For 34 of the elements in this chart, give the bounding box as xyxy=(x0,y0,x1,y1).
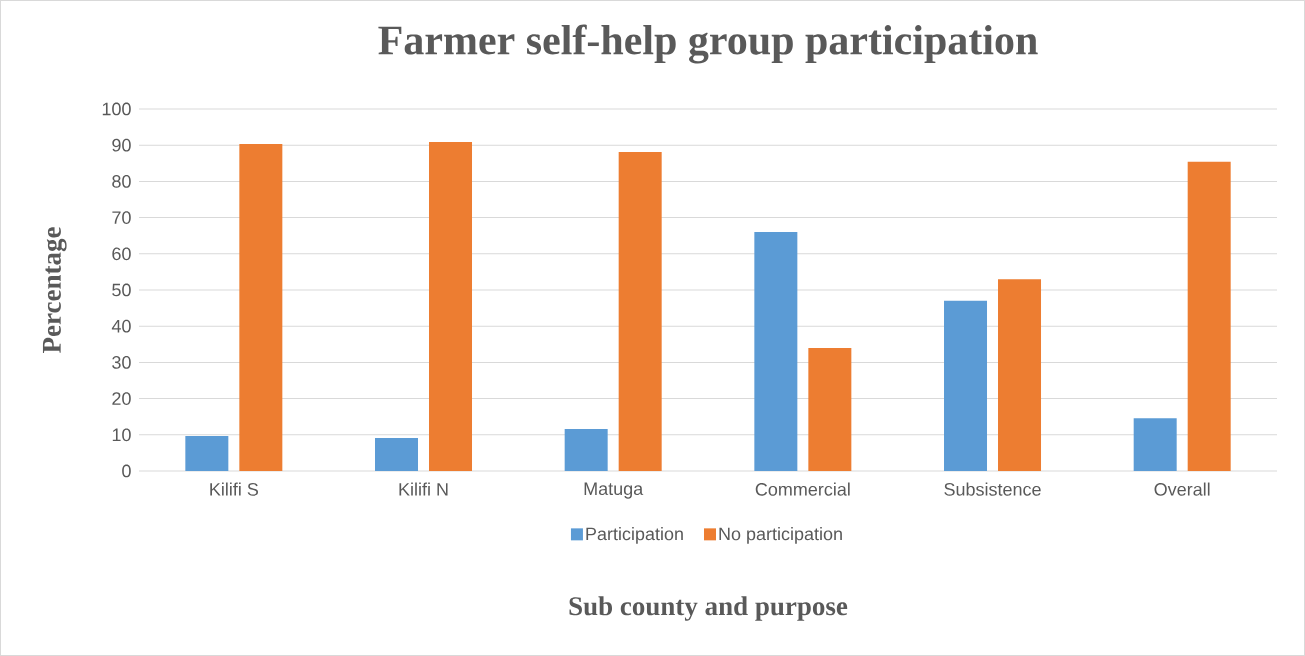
y-tick-label: 20 xyxy=(112,392,131,405)
bar xyxy=(808,347,852,471)
bar xyxy=(1133,418,1177,471)
bar xyxy=(1187,161,1231,471)
y-tick-label: 70 xyxy=(112,211,131,224)
bar xyxy=(998,279,1042,471)
y-tick-label: 30 xyxy=(112,356,131,369)
x-tick-label: Matuga xyxy=(584,482,644,499)
bar xyxy=(375,438,419,471)
bar xyxy=(185,435,229,471)
bar xyxy=(618,152,662,471)
y-tick-label: 60 xyxy=(112,247,131,261)
bar xyxy=(429,141,473,471)
y-tick-label: 90 xyxy=(112,138,131,152)
y-tick-label: 10 xyxy=(112,428,131,442)
y-axis-title: Percentage xyxy=(42,227,67,354)
y-tick-label: 0 xyxy=(122,464,131,478)
bar xyxy=(944,300,988,471)
bar xyxy=(239,144,283,471)
x-tick-label: Commercial xyxy=(755,482,850,496)
bar xyxy=(564,429,608,471)
x-tick-label: Subsistence xyxy=(944,482,1041,496)
y-tick-label: 50 xyxy=(112,283,131,297)
x-axis-title: Sub county and purpose xyxy=(569,596,848,621)
x-tick-label: Kilifi N xyxy=(399,482,448,496)
legend-label: No participation xyxy=(719,527,842,544)
bar xyxy=(754,232,798,471)
y-tick-label: 100 xyxy=(102,102,131,116)
x-tick-label: Kilifi S xyxy=(210,482,258,496)
x-tick-label: Overall xyxy=(1154,482,1210,496)
y-tick-label: 80 xyxy=(112,175,131,188)
chart-title: Farmer self-help group participation xyxy=(378,24,1038,64)
legend-label: Participation xyxy=(586,527,683,544)
y-tick-label: 40 xyxy=(111,319,131,333)
